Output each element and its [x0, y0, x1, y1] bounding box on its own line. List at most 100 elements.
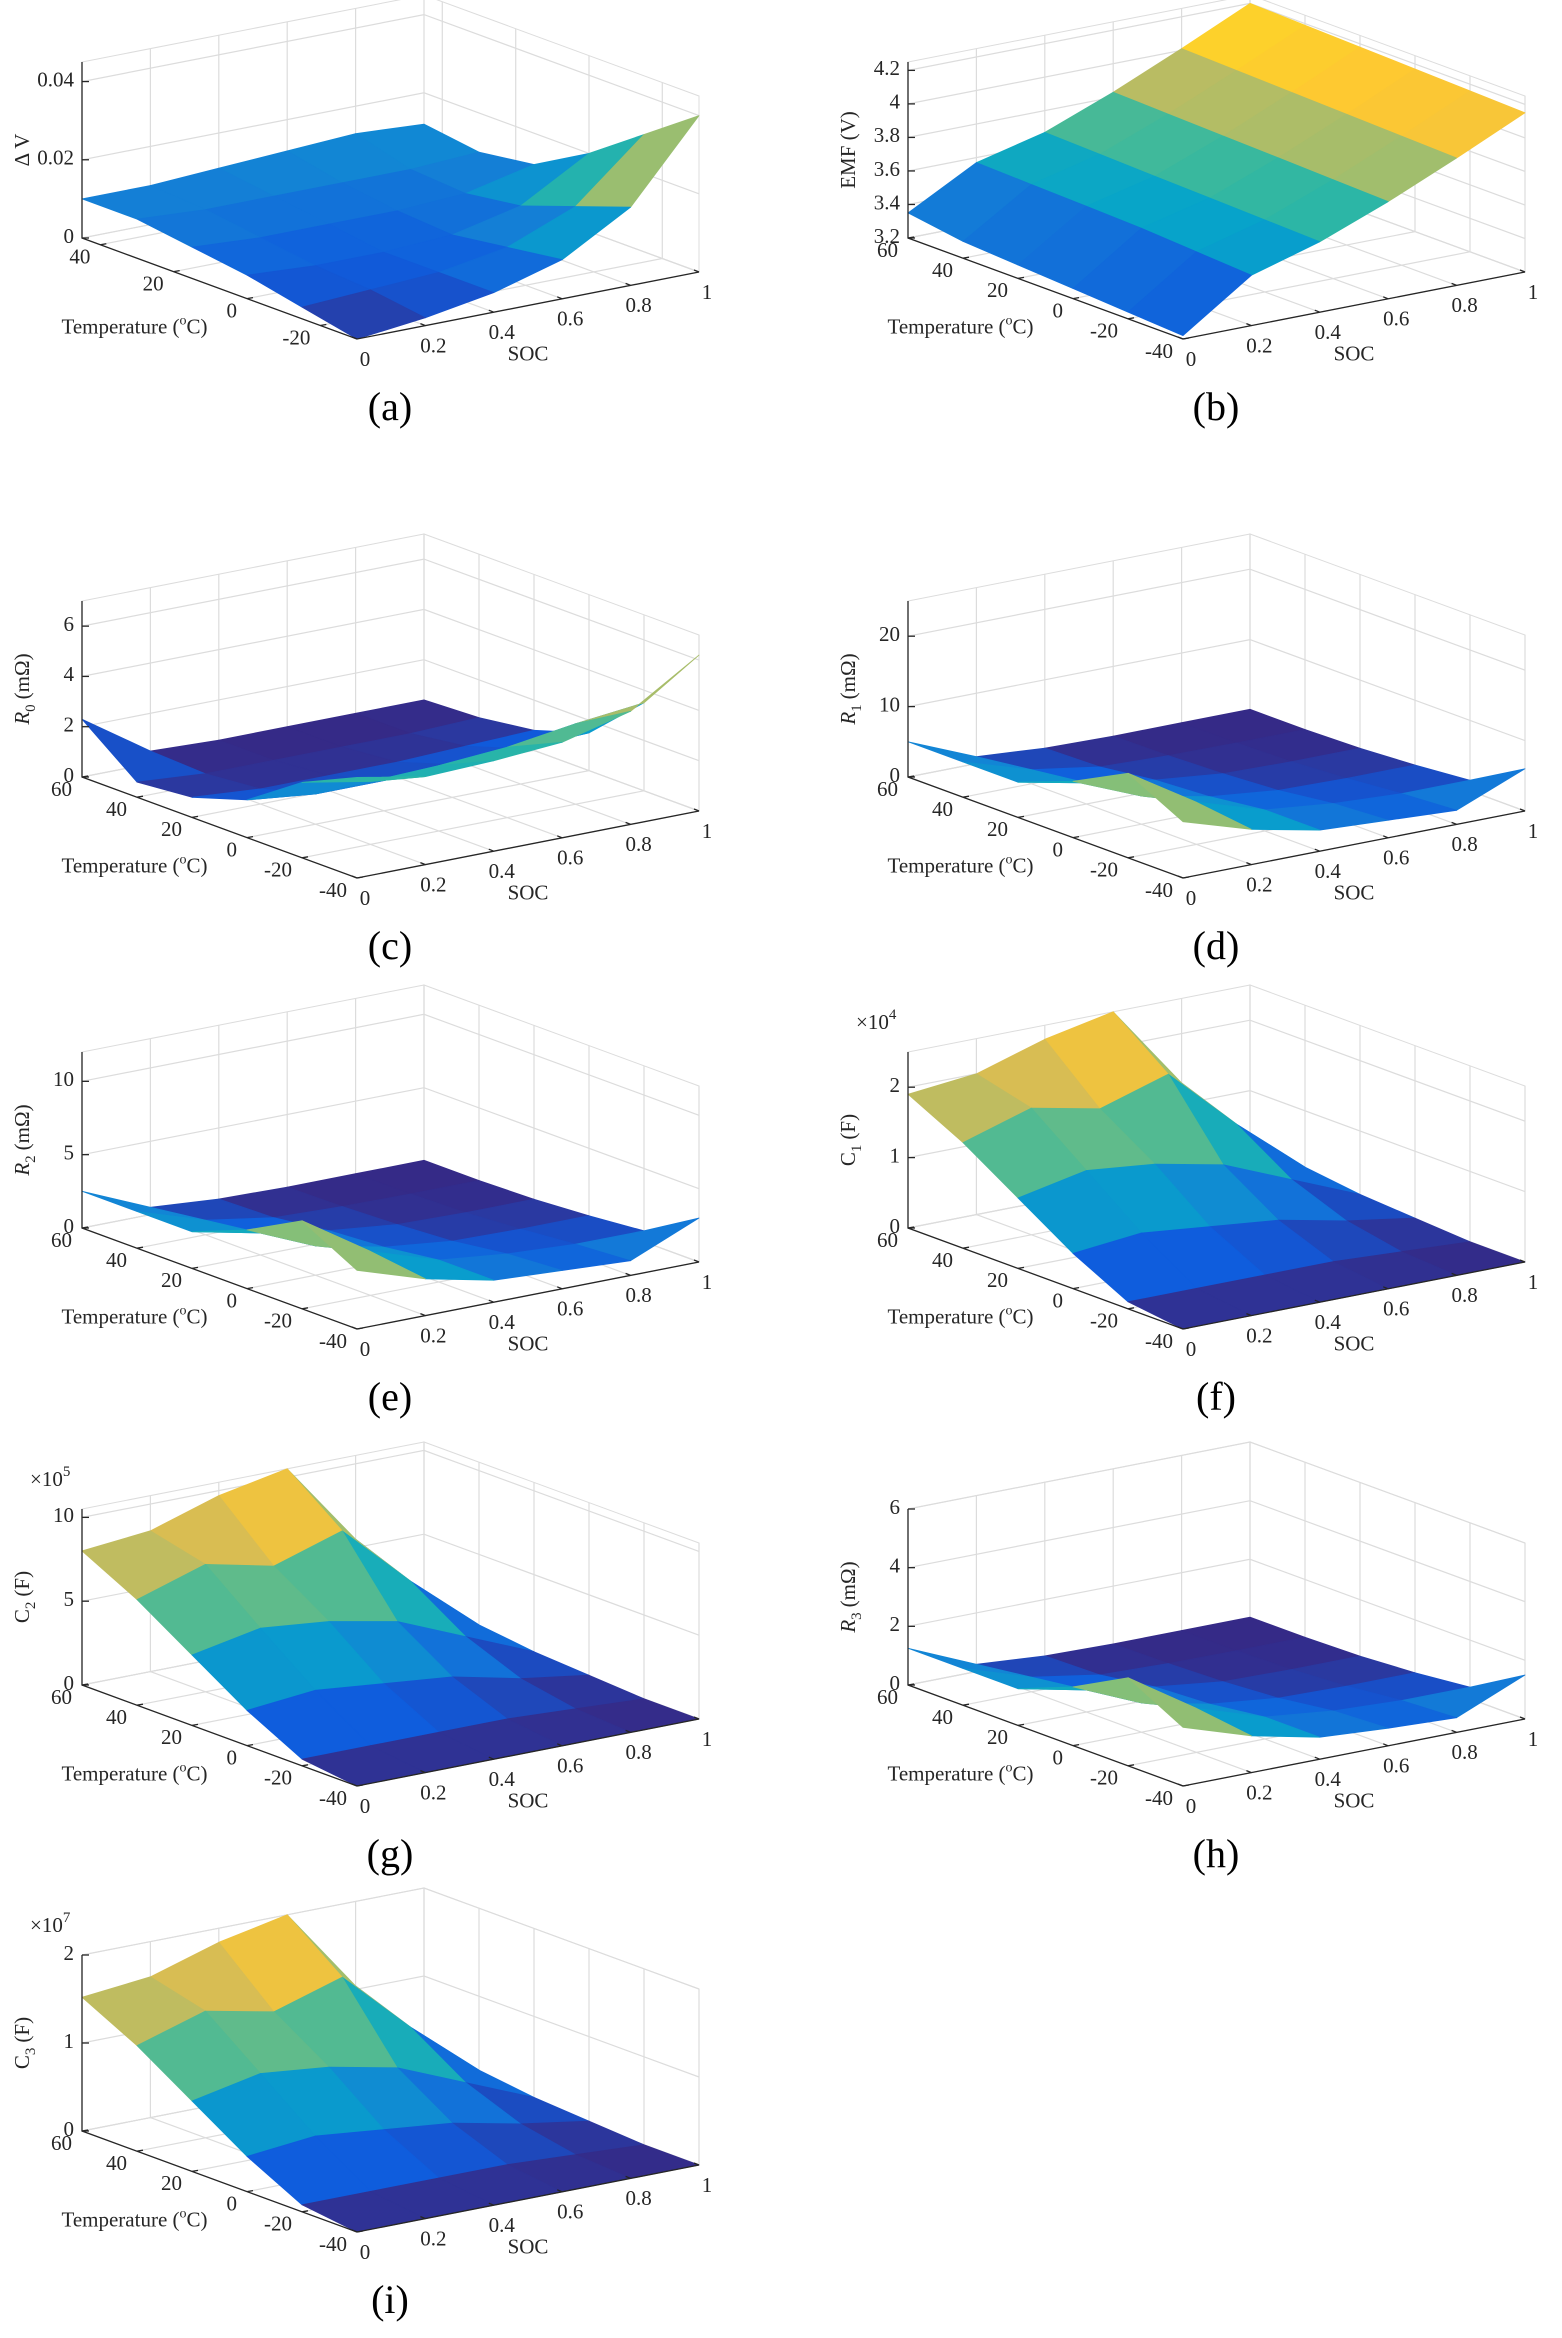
- y-tick: [246, 835, 254, 839]
- x-tick: [1519, 1716, 1526, 1720]
- x-tick: [1177, 875, 1184, 879]
- x-axis-label: SOC: [508, 1331, 549, 1355]
- y-tick-label: 0: [1053, 298, 1064, 322]
- y-tick-label: -40: [1145, 1786, 1173, 1810]
- x-axis-label: SOC: [1334, 1788, 1375, 1812]
- y-tick: [1072, 296, 1080, 300]
- axis-line: [81, 1052, 700, 1330]
- z-tick-label: 5: [64, 1140, 75, 1164]
- z-tick-label: 1: [890, 1143, 901, 1167]
- y-tick: [191, 815, 199, 819]
- y-tick-label: 40: [69, 245, 90, 269]
- x-tick: [693, 2162, 700, 2166]
- z-tick-label: 3.8: [874, 123, 900, 147]
- y-tick: [962, 256, 970, 259]
- y-axis-label-main: Temperature (: [887, 853, 1005, 877]
- z-axis-label-unit: (F): [10, 2017, 34, 2043]
- x-tick-label: 0.2: [1246, 1323, 1272, 1347]
- y-tick-label: 60: [51, 777, 72, 801]
- y-tick: [1182, 337, 1190, 340]
- z-tick-label: 0: [890, 763, 901, 787]
- y-axis-label-main: Temperature (: [61, 2207, 179, 2231]
- x-tick-label: 0.2: [420, 1780, 446, 1804]
- z-tick-label: 0: [64, 763, 75, 787]
- x-tick: [556, 835, 563, 839]
- z-grid-line: [81, 558, 700, 661]
- x-tick-label: 0: [1186, 886, 1197, 910]
- x-tick: [1177, 1783, 1184, 1787]
- z-axis-label: R2 (mΩ): [10, 1104, 40, 1176]
- panel: 0 0.2 0.4 0.6 0.8 1 -40 -20 0 20 40 603.2 3.4 3.6 3.8 4…: [836, 0, 1538, 429]
- y-tick-label: -40: [319, 2232, 347, 2256]
- x-axis-label: SOC: [1334, 1331, 1375, 1355]
- x-tick: [351, 1326, 358, 1330]
- y-axis-label-rest: C): [1013, 1304, 1034, 1328]
- panel-label: (i): [371, 2277, 409, 2322]
- z-axis-label-main: R: [10, 712, 34, 726]
- y-tick-label: -40: [1145, 1329, 1173, 1353]
- y-tick: [246, 1743, 254, 1747]
- surface-patch: [1127, 251, 1252, 337]
- y-tick-label: 0: [227, 2191, 238, 2215]
- z-grid-line: [907, 638, 1526, 742]
- y-tick: [246, 296, 254, 300]
- z-multiplier-exp: 4: [889, 1007, 897, 1023]
- z-multiplier: ×105: [30, 1464, 70, 1490]
- z-tick-label: 0: [64, 2117, 75, 2141]
- x-tick-label: 0.8: [1451, 832, 1477, 856]
- y-tick: [320, 323, 327, 327]
- x-tick: [351, 875, 358, 879]
- y-axis-label-sup: o: [180, 852, 187, 867]
- y-tick-label: -20: [282, 325, 310, 349]
- x-tick: [1519, 808, 1526, 812]
- x-tick: [1314, 1756, 1321, 1760]
- z-tick-label: 2: [64, 1941, 75, 1965]
- y-tick: [173, 270, 180, 273]
- y-tick-label: 60: [51, 1685, 72, 1709]
- x-axis-label: SOC: [508, 1788, 549, 1812]
- z-tick-label: 0: [64, 1214, 75, 1238]
- y-axis-label: Temperature (oC): [887, 1760, 1033, 1785]
- z-axis-label-sub: 2: [23, 1602, 39, 1610]
- z-multiplier-base: ×10: [30, 1467, 63, 1491]
- x-tick-label: 0.4: [489, 320, 516, 344]
- z-tick-label: 10: [53, 1503, 74, 1527]
- x-tick-label: 0.2: [1246, 1780, 1272, 1804]
- y-axis-label: Temperature (oC): [887, 852, 1033, 877]
- z-multiplier: ×107: [30, 1910, 71, 1936]
- x-tick: [1382, 1743, 1389, 1747]
- x-tick: [1177, 336, 1184, 340]
- z-grid-line: [81, 13, 700, 117]
- z-tick-label: 10: [53, 1067, 74, 1091]
- z-grid-line: [907, 1500, 1526, 1603]
- x-tick-label: 0.4: [489, 2213, 516, 2237]
- x-tick: [351, 336, 358, 340]
- y-tick: [136, 795, 144, 798]
- y-tick: [136, 1703, 144, 1706]
- y-tick: [1017, 1266, 1025, 1270]
- z-tick-label: 20: [879, 622, 900, 646]
- x-tick: [1246, 322, 1252, 327]
- x-tick-label: 0.8: [625, 1740, 651, 1764]
- z-axis-label-sub: 3: [849, 1612, 865, 1620]
- z-tick-label: 4: [890, 90, 901, 114]
- z-tick-label: 0: [890, 1214, 901, 1238]
- y-tick: [356, 1784, 364, 1787]
- x-tick-label: 0: [360, 2240, 371, 2264]
- x-axis-label: SOC: [1334, 880, 1375, 904]
- x-tick-label: 0.6: [557, 1754, 583, 1778]
- y-tick-label: 20: [161, 1725, 182, 1749]
- surface-patch: [1127, 772, 1252, 830]
- y-tick-label: 40: [106, 797, 127, 821]
- z-multiplier-base: ×10: [30, 1913, 63, 1937]
- y-tick-label: 20: [161, 2171, 182, 2195]
- y-tick-label: -40: [319, 1786, 347, 1810]
- x-tick: [351, 2229, 358, 2233]
- z-tick-label: 0.04: [37, 67, 74, 91]
- x-tick: [1451, 1272, 1457, 1277]
- y-axis-label: Temperature (oC): [61, 852, 207, 877]
- x-tick-label: 0.4: [1315, 1310, 1342, 1334]
- x-tick-label: 0: [1186, 1794, 1197, 1818]
- y-tick: [1017, 815, 1025, 819]
